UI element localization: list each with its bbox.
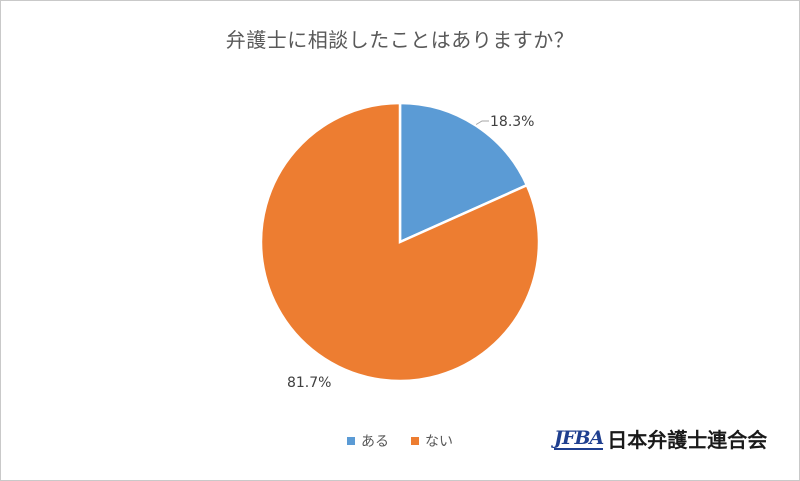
legend: ある ない <box>0 431 800 451</box>
chart-title: 弁護士に相談したことはありますか？ <box>225 28 575 52</box>
pie-slice-yes <box>398 101 529 244</box>
pie-slice-no <box>259 101 541 383</box>
legend-label-yes: ある <box>361 434 389 450</box>
data-label-no: 81.7% <box>287 375 331 391</box>
legend-label-no: ない <box>425 434 453 450</box>
jfba-logo: JFBA 日本弁護士連合会 <box>554 424 767 453</box>
data-label-yes: 18.3% <box>490 114 534 130</box>
jfba-logo-name: 日本弁護士連合会 <box>607 428 768 452</box>
leader-line-yes <box>475 120 489 125</box>
legend-item-yes: ある <box>347 431 389 451</box>
jfba-logo-mark: JFBA <box>554 426 604 450</box>
legend-item-no: ない <box>411 431 453 451</box>
legend-swatch-no <box>411 437 419 445</box>
legend-swatch-yes <box>347 437 355 445</box>
